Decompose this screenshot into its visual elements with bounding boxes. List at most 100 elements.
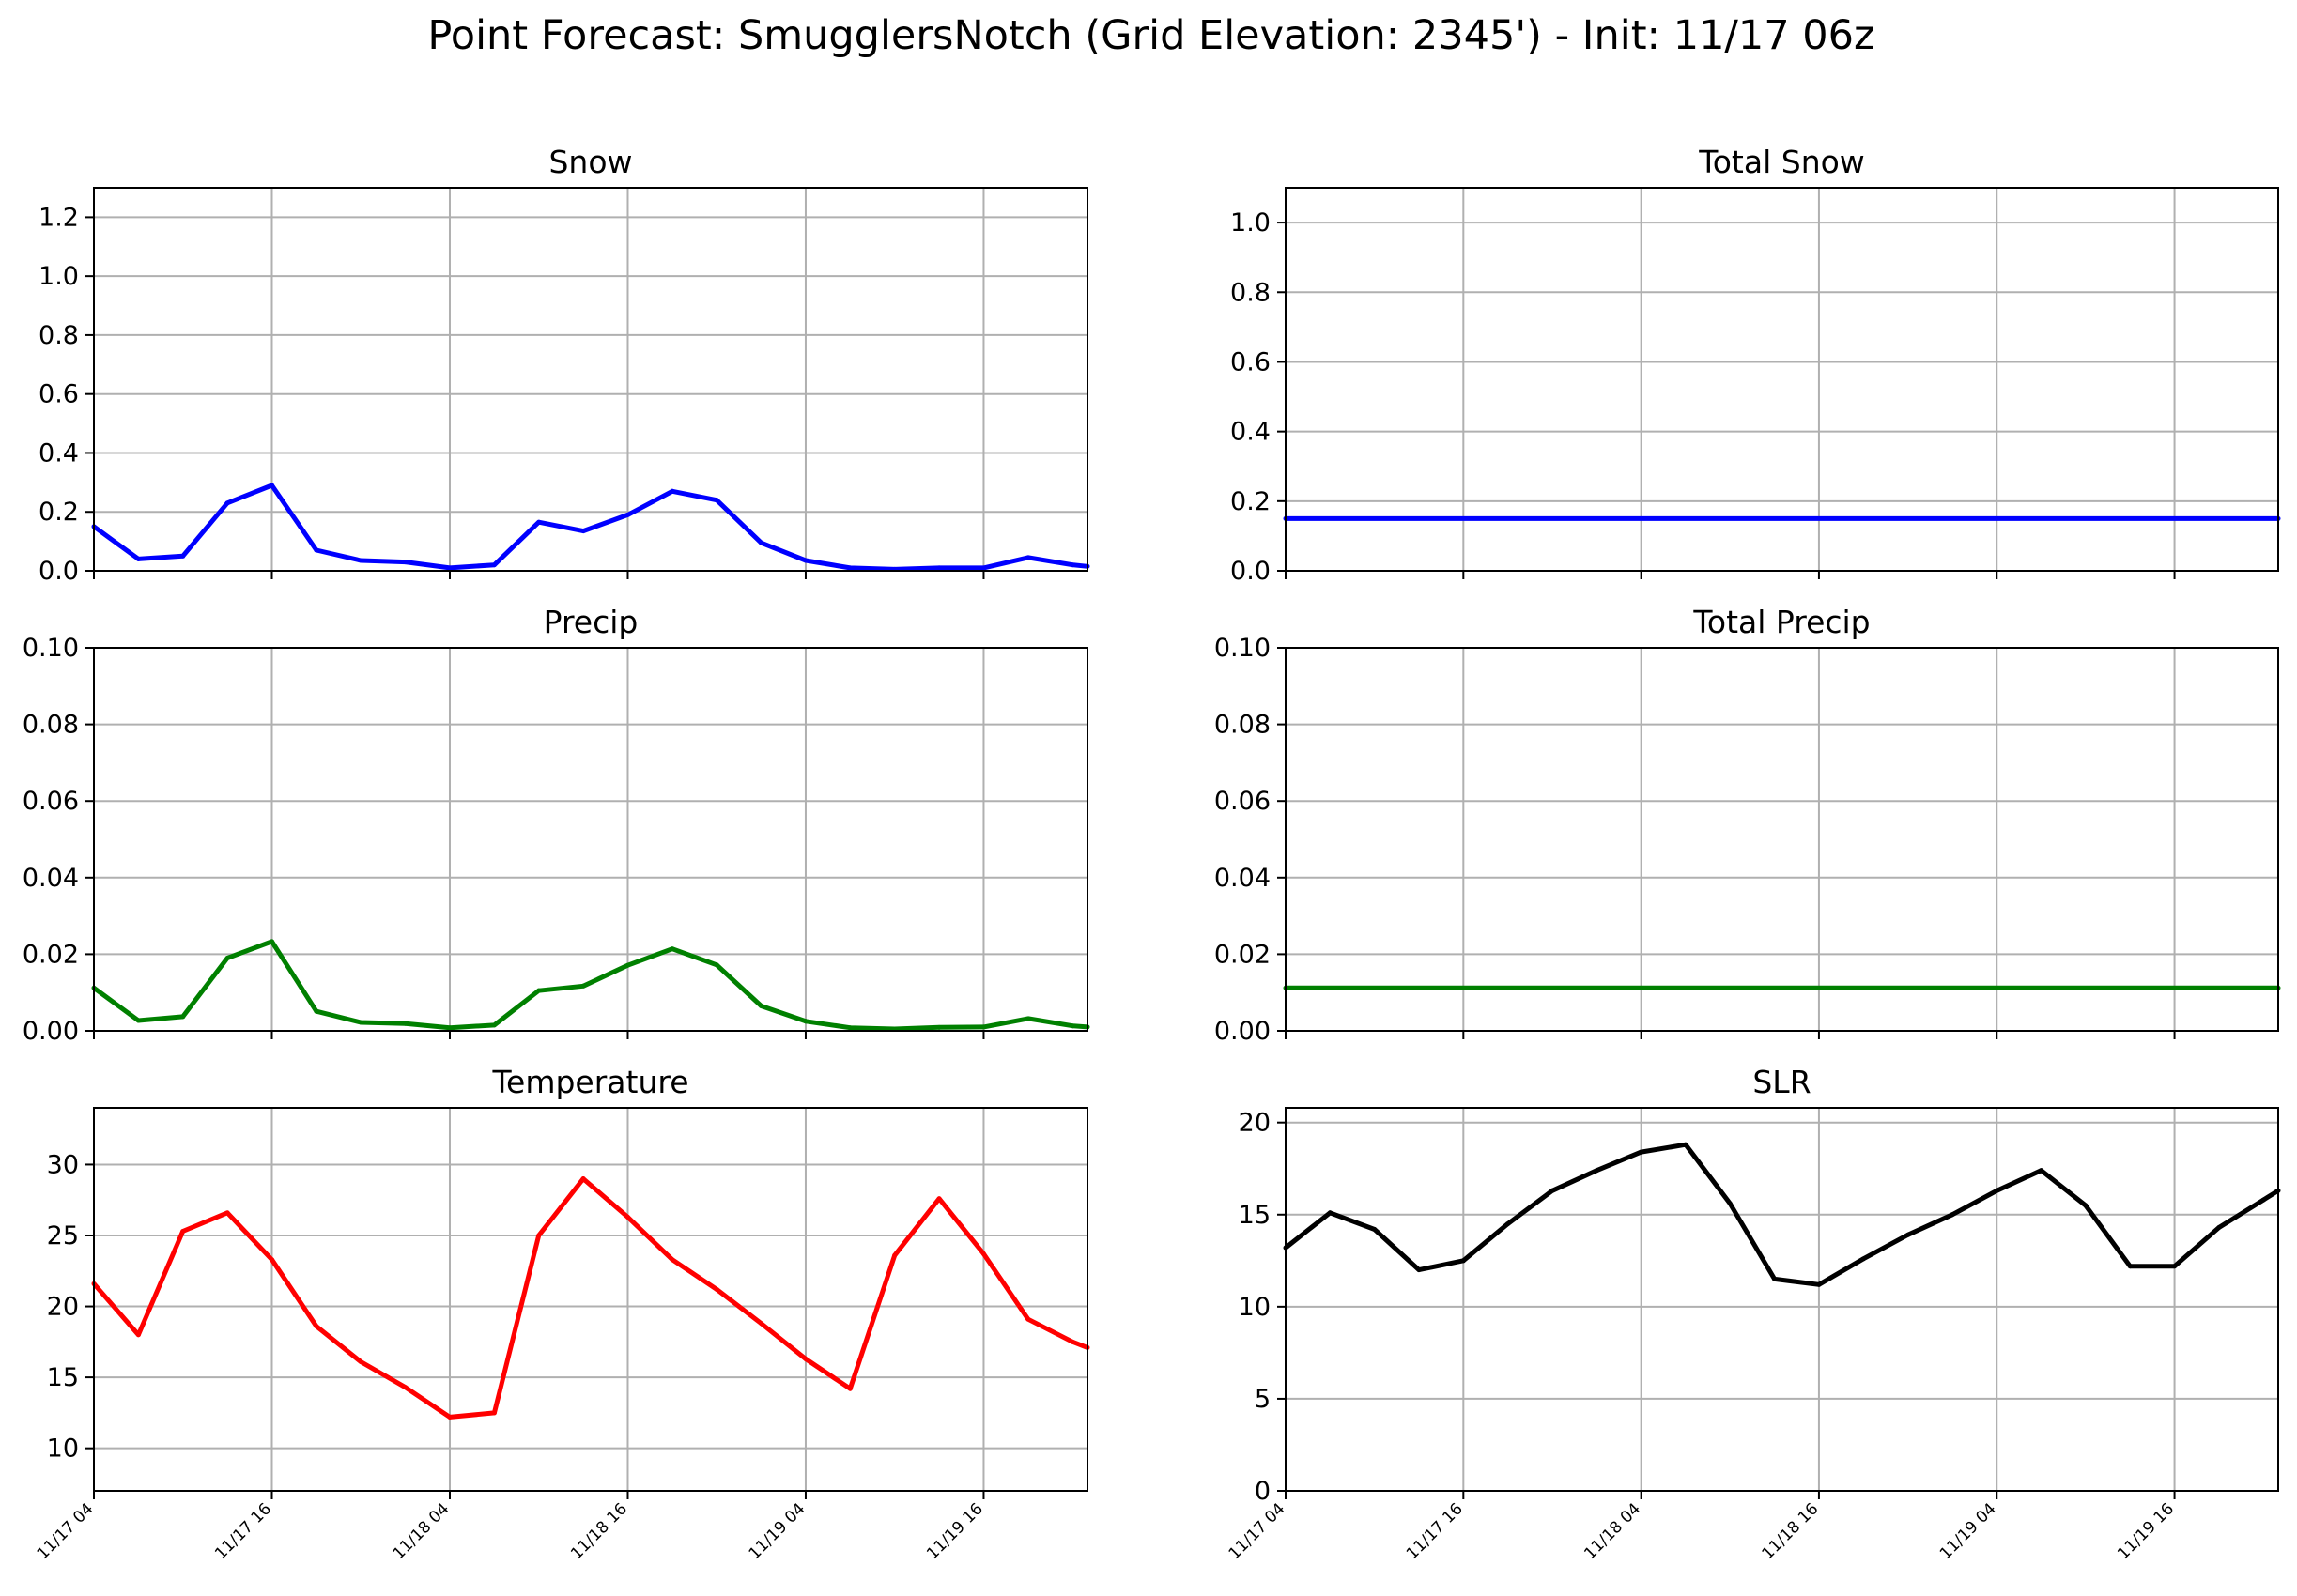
panel-title: Precip [544,604,639,640]
snow-data-point [1070,562,1075,568]
slr-data-point [2172,1264,2178,1269]
slr-data-point [1994,1188,1999,1193]
y-tick-label: 30 [47,1150,79,1179]
snow-data-point [135,556,141,561]
y-tick-label: 0.00 [23,1017,79,1046]
slr-data-point [1460,1258,1466,1264]
y-tick-label: 20 [47,1293,79,1322]
y-tick-label: 0.02 [1214,940,1271,969]
precip-data-point [180,1014,186,1020]
snow-data-point [403,560,409,565]
y-tick-label: 0.10 [1214,634,1271,663]
snow-data-point [536,519,542,525]
precip-data-point [980,1024,986,1030]
precip-data-point [314,1008,319,1014]
slr-data-point [1639,1149,1644,1155]
temperature-data-point [714,1286,719,1292]
y-tick-label: 25 [47,1221,79,1251]
precip-data-point [536,988,542,993]
snow-data-point [447,565,453,571]
snow-data-point [358,558,363,563]
slr-data-point [1772,1276,1778,1281]
y-tick-label: 20 [1239,1109,1271,1138]
precip-data-point [358,1020,363,1025]
panel-title: Total Precip [1692,604,1870,640]
precip-data-point [624,962,630,968]
panel-total-snow: Total Snow 0.0 0.2 0.4 0.6 0.8 1.0 [1230,144,2281,586]
precip-data-point [1070,1023,1075,1029]
temperature-data-point [759,1321,764,1327]
temperature-data-point [447,1414,453,1420]
axes-frame [1285,647,2279,1032]
panel-title: Total Snow [1698,144,1865,180]
panel-title: Temperature [491,1064,688,1100]
figure-title: Point Forecast: SmugglersNotch (Grid Ele… [427,12,1874,59]
snow-data-point [269,483,274,488]
precip-data-point [670,946,675,952]
temperature-data-point [491,1410,497,1416]
precip-data-point [224,955,230,960]
y-tick-label: 0.0 [1230,557,1271,586]
snow-data-point [714,498,719,503]
snow-data-point [670,488,675,494]
y-tick-label: 0 [1255,1477,1271,1506]
y-tick-label: 0.08 [1214,711,1271,740]
y-tick-label: 0.00 [1214,1017,1271,1046]
y-tick-label: 15 [47,1363,79,1392]
snow-data-point [624,512,630,517]
y-tick-label: 0.04 [23,864,79,893]
temperature-data-point [847,1386,853,1391]
slr-data-point [1327,1210,1333,1216]
snow-data-point [936,565,942,571]
temperature-data-point [1025,1316,1031,1322]
y-tick-label: 1.0 [39,262,79,291]
y-tick-label: 0.0 [39,557,79,586]
slr-data-point [2083,1203,2089,1208]
y-tick-label: 0.06 [1214,787,1271,816]
temperature-data-point [269,1257,274,1263]
temperature-data-point [624,1214,630,1220]
y-tick-label: 0.8 [39,321,79,350]
panel-precip: Precip 0.00 0.02 0.04 0.06 0.08 0.10 [23,604,1090,1046]
snow-data-point [224,500,230,506]
precip-data-point [1025,1016,1031,1021]
temperature-data-point [892,1252,898,1258]
precip-data-point [491,1022,497,1028]
y-tick-label: 5 [1255,1385,1271,1414]
slr-data-point [1727,1201,1733,1206]
temperature-data-point [580,1176,586,1182]
temperature-data-point [403,1385,409,1390]
panel-title: SLR [1752,1064,1811,1100]
y-tick-label: 0.8 [1230,278,1271,307]
y-tick-label: 0.2 [39,498,79,527]
precip-data-point [269,939,274,944]
temperature-data-point [803,1356,809,1361]
precip-data-point [135,1018,141,1023]
temperature-data-point [670,1257,675,1263]
y-tick-label: 0.6 [1230,347,1271,376]
slr-data-point [1905,1232,1911,1237]
precip-data-point [936,1024,942,1030]
y-tick-label: 0.4 [1230,418,1271,447]
axes-frame [1285,187,2279,572]
panel-total-precip: Total Precip 0.00 0.02 0.04 0.06 0.08 0.10 [1214,604,2281,1046]
slr-data-point [1416,1267,1422,1273]
axes-frame [93,647,1088,1032]
snow-data-point [580,529,586,534]
snow-series-line [92,483,1088,572]
snow-data-point [759,540,764,545]
temperature-series-line [92,1176,1088,1420]
temperature-data-point [224,1210,230,1216]
precip-data-point [714,962,719,968]
slr-data-point [1816,1281,1822,1287]
temperature-data-point [536,1233,542,1238]
y-tick-label: 0.6 [39,380,79,409]
y-tick-label: 0.2 [1230,487,1271,516]
temperature-data-point [358,1358,363,1364]
slr-data-point [1594,1168,1599,1174]
slr-data-point [2260,1197,2266,1203]
slr-data-point [1549,1188,1555,1193]
slr-data-point [1860,1256,1866,1262]
slr-data-point [2127,1264,2133,1269]
precip-data-point [847,1025,853,1031]
